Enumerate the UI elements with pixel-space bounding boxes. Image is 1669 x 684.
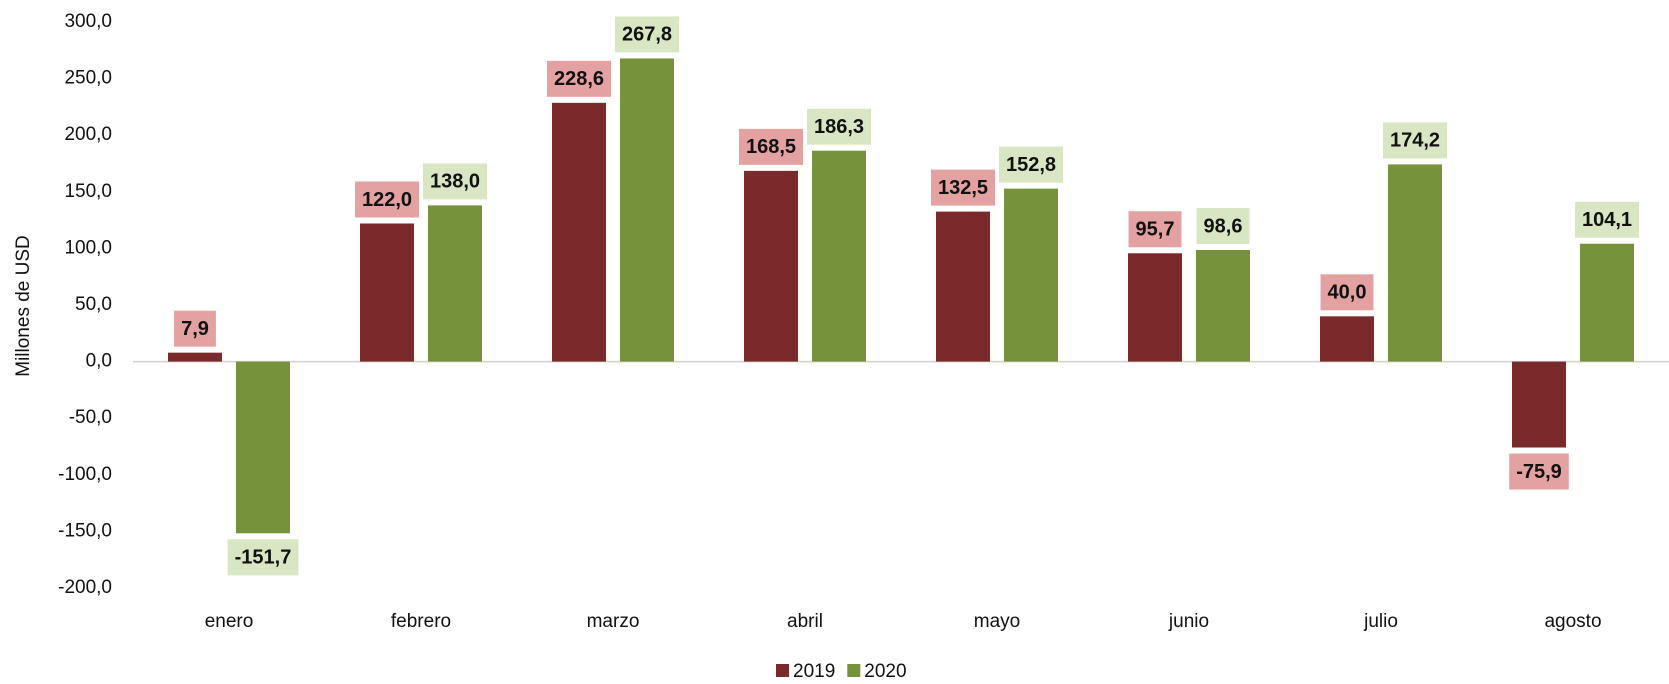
value-label: -151,7 (235, 547, 292, 569)
x-tick-label: enero (205, 611, 254, 632)
bar (1320, 316, 1374, 362)
bar (620, 58, 674, 362)
value-label: 95,7 (1136, 219, 1175, 241)
value-label-bg (422, 163, 488, 200)
y-tick-label: 250,0 (64, 68, 112, 89)
bar (428, 205, 482, 362)
value-label: 186,3 (814, 116, 864, 138)
x-tick-label: mayo (974, 611, 1020, 632)
x-tick-label: abril (787, 611, 823, 632)
value-label-bg (1382, 122, 1448, 159)
value-label: 7,9 (181, 318, 209, 340)
value-label-bg (174, 310, 216, 347)
x-tick-label: marzo (587, 611, 640, 632)
bar (360, 223, 414, 362)
value-label-bg (738, 128, 804, 165)
y-tick-label: 50,0 (75, 294, 112, 315)
bar (812, 150, 866, 362)
value-label: 267,8 (622, 24, 672, 46)
bar (744, 170, 798, 362)
y-axis-label: Millones de USD (13, 235, 34, 377)
legend-swatch (776, 664, 789, 677)
value-label-bg (1196, 207, 1250, 244)
value-label-bg (1320, 274, 1374, 311)
value-label: 168,5 (746, 136, 796, 158)
bar (1196, 249, 1250, 362)
bar (1512, 361, 1566, 448)
x-tick-label: agosto (1544, 611, 1601, 632)
value-label-bg (227, 539, 299, 576)
bar (1128, 253, 1182, 362)
bar (236, 361, 290, 534)
value-label: 152,8 (1006, 154, 1056, 176)
y-tick-label: -50,0 (69, 407, 112, 428)
y-tick-label: 100,0 (64, 237, 112, 258)
value-label-bg (354, 181, 420, 218)
x-tick-label: febrero (391, 611, 451, 632)
value-label: 40,0 (1328, 282, 1367, 304)
bar (168, 352, 222, 362)
value-label-bg (614, 16, 680, 53)
y-tick-label: 0,0 (86, 351, 112, 372)
bar (936, 211, 990, 362)
y-tick-label: 300,0 (64, 11, 112, 32)
value-label: 122,0 (362, 189, 412, 211)
legend-swatch (847, 664, 861, 677)
value-label-bg (1128, 211, 1182, 248)
value-label: 174,2 (1390, 130, 1440, 152)
bar (1388, 164, 1442, 362)
x-tick-label: julio (1363, 611, 1398, 632)
y-tick-label: 150,0 (64, 181, 112, 202)
legend-label: 2020 (864, 661, 906, 682)
x-tick-label: junio (1168, 611, 1209, 632)
y-tick-label: -200,0 (58, 577, 112, 598)
bar (1004, 188, 1058, 362)
value-label-bg (546, 60, 612, 97)
value-label-bg (1509, 453, 1569, 490)
value-label: 138,0 (430, 171, 480, 193)
value-label: 98,6 (1204, 215, 1243, 237)
value-label: 132,5 (938, 177, 988, 199)
value-label-bg (998, 146, 1064, 183)
y-tick-label: -150,0 (58, 520, 112, 541)
value-label: 228,6 (554, 68, 604, 90)
value-label-bg (1574, 201, 1640, 238)
y-tick-label: -100,0 (58, 464, 112, 485)
y-tick-label: 200,0 (64, 124, 112, 145)
legend-label: 2019 (793, 661, 835, 682)
bar (1580, 243, 1634, 362)
value-label-bg (930, 169, 996, 206)
value-label: 104,1 (1582, 209, 1632, 231)
value-label: -75,9 (1516, 461, 1562, 483)
bar (552, 102, 606, 362)
value-label-bg (806, 108, 872, 145)
